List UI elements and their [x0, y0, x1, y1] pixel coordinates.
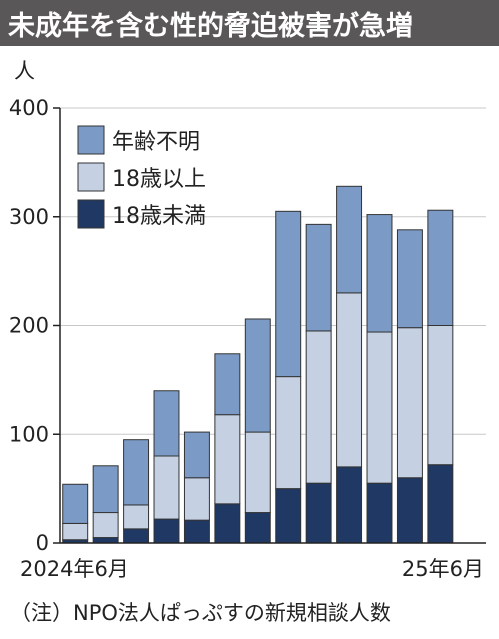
bar-2025-03-series-2 — [336, 185, 363, 294]
bar-2024-10-series-1 — [183, 477, 210, 521]
bar-2025-01-series-0 — [275, 488, 302, 544]
bar-2024-09-series-0 — [153, 518, 180, 544]
bar-2024-11-series-1 — [214, 414, 241, 505]
bar-2025-02-series-0 — [305, 482, 332, 544]
bar-2024-10-series-0 — [183, 519, 210, 544]
legend-label-2: 18歳未満 — [112, 204, 206, 229]
legend-swatch-0 — [77, 125, 105, 155]
bar-2025-01-series-1 — [275, 376, 302, 490]
bar-2025-03-series-0 — [336, 466, 363, 544]
bar-2024-07-series-0 — [92, 537, 119, 544]
bar-2024-08-series-0 — [123, 528, 150, 544]
bar-2025-04-series-2 — [366, 214, 393, 333]
y-tick-labels: 0 100 200 300 400 — [9, 96, 60, 555]
bar-2024-11-series-2 — [214, 353, 241, 416]
bar-2025-06-series-0 — [427, 464, 454, 544]
bar-2025-06-series-2 — [427, 209, 454, 327]
stacked-bar-chart: 人 0 100 200 300 400 2024年6月 25年6月 年齢不明 18歳以上 18… — [9, 59, 486, 581]
x-tick-labels: 2024年6月 25年6月 — [20, 557, 484, 581]
bar-2024-08-series-2 — [123, 439, 150, 506]
bar-2024-07-series-2 — [92, 465, 119, 514]
bar-2024-09-series-2 — [153, 390, 180, 457]
legend-label-1: 18歳以上 — [112, 167, 206, 192]
y-tick-label-0: 0 — [36, 531, 49, 555]
bars-group — [62, 185, 454, 544]
bar-2024-06-series-1 — [62, 522, 89, 541]
bar-2025-05-series-1 — [396, 327, 423, 479]
legend-swatch-1 — [77, 162, 105, 192]
bar-2024-07-series-1 — [92, 512, 119, 539]
bar-2024-12-series-2 — [244, 318, 271, 433]
y-tick-label-200: 200 — [9, 314, 49, 338]
bar-2024-08-series-1 — [123, 504, 150, 530]
bar-2025-05-series-2 — [396, 229, 423, 329]
y-tick-label-400: 400 — [9, 96, 49, 120]
bar-2024-12-series-0 — [244, 512, 271, 544]
bar-2025-02-series-2 — [305, 223, 332, 332]
bar-2025-05-series-0 — [396, 477, 423, 544]
legend-label-0: 年齢不明 — [112, 130, 200, 155]
bar-2025-03-series-1 — [336, 292, 363, 468]
bar-2025-06-series-1 — [427, 325, 454, 466]
bar-2025-04-series-1 — [366, 331, 393, 484]
chart-title: 未成年を含む性的脅迫被害が急増 — [0, 0, 499, 46]
bar-2024-11-series-0 — [214, 503, 241, 544]
bar-2025-04-series-0 — [366, 482, 393, 544]
x-tick-label-0: 2024年6月 — [20, 557, 129, 581]
bar-2024-09-series-1 — [153, 455, 180, 520]
y-tick-label-300: 300 — [9, 205, 49, 229]
bar-2024-12-series-1 — [244, 431, 271, 514]
footnote: （注）NPO法人ぱっぷすの新規相談人数 — [10, 601, 391, 625]
y-tick-label-100: 100 — [9, 422, 49, 446]
bar-2024-06-series-2 — [62, 483, 89, 524]
bar-2025-01-series-2 — [275, 210, 302, 378]
y-axis-unit-label: 人 — [14, 59, 35, 83]
bar-2025-02-series-1 — [305, 330, 332, 484]
legend: 年齢不明 18歳以上 18歳未満 — [77, 125, 206, 229]
x-tick-label-1: 25年6月 — [402, 557, 484, 581]
bar-2024-10-series-2 — [183, 431, 210, 479]
legend-swatch-2 — [77, 199, 105, 229]
